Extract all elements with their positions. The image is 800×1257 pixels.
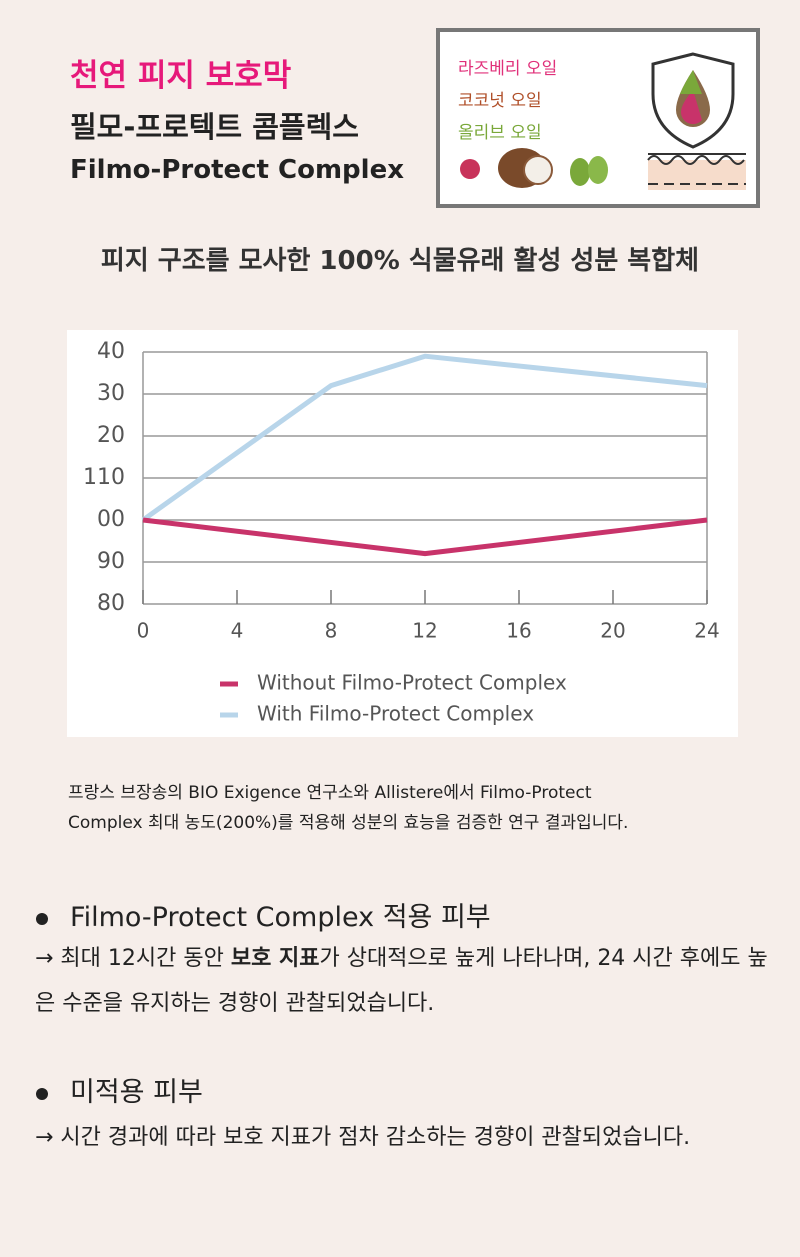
skin-icon bbox=[648, 160, 746, 190]
ingredient: 코코넛 오일 bbox=[458, 91, 542, 111]
x-tick-label: 24 bbox=[694, 619, 719, 643]
y-tick-label: 90 bbox=[97, 549, 125, 574]
chart: 40 30 20 110 00 90 80 0 4 8 12 16 20 24 Without Filmo-… bbox=[67, 330, 738, 737]
subtitle: 피지 구조를 모사한 100% 식물유래 활성 성분 복합체 bbox=[100, 246, 700, 276]
ingredient: 올리브 오일 bbox=[458, 123, 542, 143]
y-tick-label: 00 bbox=[97, 507, 125, 532]
caption: 프랑스 브장송의 BIO Exigence 연구소와 Allistere에서 F… bbox=[68, 783, 592, 803]
title: 천연 피지 보호막 bbox=[70, 58, 292, 94]
legend-label: With Filmo-Protect Complex bbox=[257, 702, 534, 726]
product-name-en: Filmo-Protect Complex bbox=[70, 155, 404, 185]
legend-label: Without Filmo-Protect Complex bbox=[257, 671, 567, 695]
x-tick-label: 8 bbox=[325, 619, 338, 643]
y-tick-label: 80 bbox=[97, 591, 125, 616]
drop-icon bbox=[680, 90, 702, 125]
bold-text: 보호 지표 bbox=[230, 946, 320, 971]
olive-icon bbox=[570, 158, 590, 186]
y-tick-label: 40 bbox=[97, 339, 125, 364]
text: 가 상대적으로 높게 나타나며, 24 시간 후에도 높은 수준을 유지하는 경… bbox=[35, 946, 768, 1016]
y-tick-label: 20 bbox=[97, 423, 125, 448]
point-text: → 시간 경과에 따라 보호 지표가 점차 감소하는 경향이 관찰되었습니다. bbox=[35, 1125, 691, 1150]
x-tick-label: 16 bbox=[506, 619, 531, 643]
product-name-ko: 필모-프로텍트 콤플렉스 bbox=[70, 110, 359, 144]
point-heading: 미적용 피부 bbox=[36, 1070, 203, 1109]
olive-icon bbox=[588, 156, 608, 184]
raspberry-icon bbox=[460, 159, 480, 179]
icons bbox=[460, 52, 746, 190]
series-line bbox=[141, 353, 708, 523]
x-tick-label: 0 bbox=[137, 619, 150, 643]
series-line bbox=[142, 517, 708, 557]
drop-icon bbox=[680, 70, 702, 94]
ingredient-box: 라즈베리 오일 코코넛 오일 올리브 오일 bbox=[436, 28, 760, 208]
y-tick-label: 110 bbox=[83, 465, 125, 490]
ingredient: 라즈베리 오일 bbox=[458, 59, 558, 79]
point-heading: Filmo-Protect Complex 적용 피부 bbox=[36, 895, 491, 934]
point-text: → 최대 12시간 동안 보호 지표가 상대적으로 높게 나타나며, 24 시간… bbox=[35, 936, 770, 1026]
coconut-icon bbox=[523, 155, 553, 185]
x-tick-label: 20 bbox=[600, 619, 625, 643]
skin-icon bbox=[647, 155, 745, 165]
text: → 최대 12시간 동안 bbox=[35, 946, 231, 971]
x-tick-label: 4 bbox=[231, 619, 244, 643]
x-tick-label: 12 bbox=[412, 619, 437, 643]
y-tick-label: 30 bbox=[97, 381, 125, 406]
caption: Complex 최대 농도(200%)를 적용해 성분의 효능을 검증한 연구 … bbox=[68, 813, 629, 833]
